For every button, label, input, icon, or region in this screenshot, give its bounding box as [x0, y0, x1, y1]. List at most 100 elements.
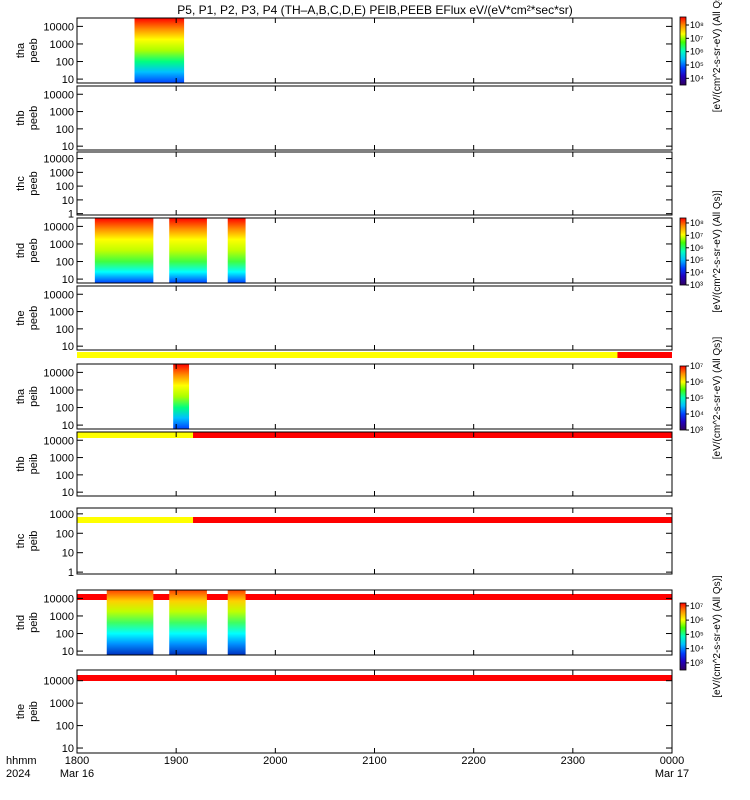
colorbar-tick-label: 10⁷	[690, 601, 703, 611]
colorbar-tick-label: 10⁴	[690, 268, 704, 278]
spectrogram-block	[169, 590, 207, 655]
colorbar-tick-label: 10³	[690, 280, 703, 290]
y-tick-label: 100	[56, 324, 74, 336]
y-tick-label: 1000	[50, 239, 74, 251]
y-tick-label: 10	[62, 420, 74, 432]
colorbar-tick-label: 10⁵	[690, 60, 704, 70]
y-tick-label: 10000	[43, 676, 74, 688]
y-tick-label: 1000	[50, 698, 74, 710]
cb-tha-peib: 10³ 10⁴ 10⁵ 10⁶ 10⁷ [eV/(cm^2-s-sr-eV) (All Q…	[679, 337, 723, 460]
y-axis-label: peib	[28, 454, 40, 475]
quality-flag-bar	[77, 675, 672, 681]
colorbar-tick-label: 10⁵	[690, 629, 704, 639]
x-tick-label: 2100	[362, 755, 386, 767]
colorbar	[679, 365, 687, 431]
y-tick-label: 10000	[43, 367, 74, 379]
panel-tha-peeb: 10 100 1000 10000 tha peeb	[15, 17, 673, 86]
colorbar-label: [eV/(cm^2-s-sr-eV) (All Qs)]	[712, 337, 723, 460]
y-tick-label: 1000	[50, 611, 74, 623]
quality-flag-bar	[77, 432, 194, 438]
panel-frame	[76, 363, 673, 430]
y-tick-label: 100	[56, 257, 74, 269]
y-axis-label: peib	[28, 531, 40, 552]
spectrogram-block	[173, 364, 190, 429]
colorbar-tick-label: 10⁸	[690, 218, 704, 228]
y-tick-label: 10000	[43, 21, 74, 33]
colorbar-label: [eV/(cm^2-s-sr-eV) (All Qs)]	[712, 190, 723, 313]
y-axis-label: the	[15, 704, 27, 719]
colorbar-tick-label: 10⁶	[690, 243, 704, 253]
y-tick-label: 100	[56, 721, 74, 733]
y-tick-label: 10000	[43, 154, 74, 166]
cb-tha-peeb: 10⁴ 10⁵ 10⁶ 10⁷ 10⁸ [eV/(cm^2-s-sr-eV) (All Q…	[679, 0, 723, 112]
figure-title: P5, P1, P2, P3, P4 (TH–A,B,C,D,E) PEIB,P…	[177, 3, 572, 17]
colorbar-label: [eV/(cm^2-s-sr-eV) (All Qs)]	[712, 0, 723, 112]
quality-flag-bar	[77, 517, 194, 523]
y-tick-label: 100	[56, 629, 74, 641]
y-tick-label: 10000	[43, 89, 74, 101]
y-axis-label: thc	[15, 533, 27, 548]
y-tick-label: 100	[56, 403, 74, 415]
year-label: 2024	[6, 768, 30, 780]
panel-thb-peib: 10 100 1000 10000 thb peib	[15, 431, 673, 523]
colorbar	[679, 602, 687, 671]
spectrogram-block	[169, 218, 207, 283]
x-tick-date-label: Mar 16	[60, 768, 94, 780]
x-tick-label: 1800	[65, 755, 89, 767]
quality-flag-bar	[193, 432, 672, 438]
y-tick-label: 10000	[43, 435, 74, 447]
colorbar-label: [eV/(cm^2-s-sr-eV) (All Qs)]	[712, 575, 723, 698]
y-axis-label: peib	[28, 701, 40, 722]
x-tick-label: 2000	[263, 755, 287, 767]
y-tick-label: 100	[56, 528, 74, 540]
panel-frame	[76, 285, 673, 351]
y-axis-label: peeb	[28, 38, 40, 62]
colorbar-tick-label: 10⁶	[690, 377, 704, 387]
x-tick-label: 2300	[561, 755, 585, 767]
y-tick-label: 1000	[50, 167, 74, 179]
y-tick-label: 10000	[43, 289, 74, 301]
y-tick-label: 10	[62, 195, 74, 207]
colorbar-tick-label: 10⁷	[690, 361, 703, 371]
y-tick-label: 10	[62, 274, 74, 286]
y-tick-label: 10000	[43, 593, 74, 605]
panel-the-peib: 10 100 1000 10000 the peib	[15, 669, 673, 755]
x-axis-row-label: hhmm	[6, 755, 37, 767]
panel-thd-peib: 10 100 1000 10000 thd peib	[15, 589, 673, 681]
y-axis-label: peeb	[28, 106, 40, 130]
cb-thd-peeb: 10³ 10⁴ 10⁵ 10⁶ 10⁷ 10⁸ [eV/(cm^2-s-sr-eV) (Al…	[679, 190, 723, 313]
y-tick-label: 100	[56, 470, 74, 482]
colorbar	[679, 217, 687, 286]
y-axis-label: tha	[15, 388, 27, 404]
colorbar-tick-label: 10⁷	[690, 230, 703, 240]
y-tick-label: 10000	[43, 221, 74, 233]
y-axis-label: tha	[15, 42, 27, 58]
panel-thb-peeb: 10 100 1000 10000 thb peeb	[15, 85, 673, 153]
colorbar-tick-label: 10⁴	[690, 73, 704, 83]
colorbar	[679, 16, 687, 86]
spectrogram-block	[94, 218, 154, 283]
colorbars-group: 10⁴ 10⁵ 10⁶ 10⁷ 10⁸ [eV/(cm^2-s-sr-eV) (All Q…	[679, 0, 723, 698]
spectrogram-block	[227, 218, 246, 283]
y-axis-label: peeb	[28, 238, 40, 262]
panel-the-peeb: 10 100 1000 10000 the peeb	[15, 285, 673, 358]
colorbar-tick-label: 10⁴	[690, 644, 704, 654]
y-axis-label: the	[15, 310, 27, 325]
y-axis-label: peib	[28, 612, 40, 633]
colorbar-tick-label: 10⁴	[690, 409, 704, 419]
quality-flag-bar	[617, 352, 672, 358]
y-tick-label: 1000	[50, 509, 74, 521]
y-axis-label: thd	[15, 243, 27, 258]
y-tick-label: 1000	[50, 107, 74, 119]
y-tick-label: 1	[68, 567, 74, 579]
colorbar-tick-label: 10⁵	[690, 393, 704, 403]
panel-frame	[76, 85, 673, 151]
y-tick-label: 100	[56, 181, 74, 193]
y-axis-label: peib	[28, 386, 40, 407]
panel-thd-peeb: 10 100 1000 10000 thd peeb	[15, 217, 673, 286]
quality-flag-bar	[77, 594, 672, 600]
x-tick-label: 1900	[164, 755, 188, 767]
y-tick-label: 1	[68, 209, 74, 221]
spectrogram-block	[134, 18, 185, 83]
